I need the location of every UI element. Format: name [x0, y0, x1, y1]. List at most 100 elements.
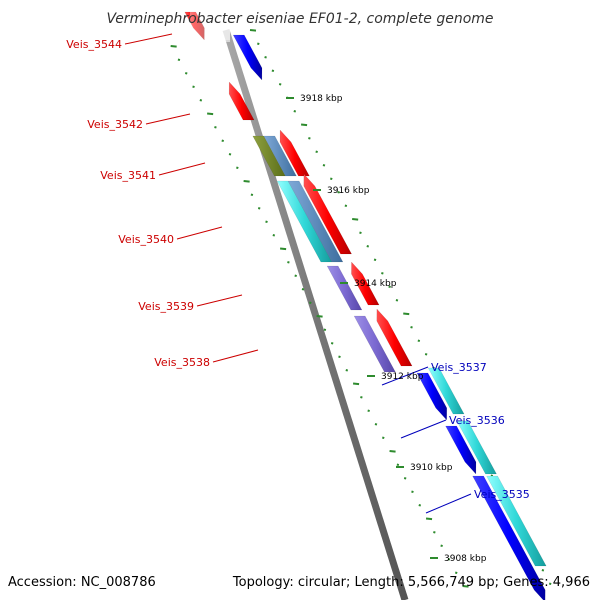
- leader-line: [176, 226, 223, 240]
- tick-mark: [308, 137, 311, 140]
- gene-arrow[interactable]: [445, 425, 477, 475]
- gene-arrow[interactable]: [232, 34, 263, 81]
- tick-mark: [243, 180, 250, 183]
- tick-mark: [381, 272, 384, 275]
- tick-mark: [548, 582, 552, 586]
- gene-arrow[interactable]: [376, 308, 413, 367]
- tick-mark: [315, 150, 318, 154]
- tick-mark: [170, 45, 177, 48]
- tick-mark: [214, 126, 217, 129]
- tick-mark: [396, 463, 400, 467]
- tick-mark: [388, 285, 391, 289]
- tick-mark: [345, 369, 349, 372]
- tick-mark: [199, 99, 203, 102]
- tick-mark: [425, 517, 433, 521]
- tick-mark: [300, 123, 308, 127]
- tick-label: 3916 kbp: [327, 186, 370, 196]
- tick-mark: [330, 342, 334, 345]
- tick-mark: [447, 558, 451, 561]
- tick-mark: [301, 288, 305, 291]
- genome-summary-text: Topology: circular; Length: 5,566,749 bp…: [232, 575, 590, 590]
- tick-mark: [541, 569, 545, 572]
- leader-line: [212, 349, 259, 363]
- tick-mark: [403, 312, 410, 316]
- tick-mark: [373, 258, 377, 262]
- gene-arrow[interactable]: [351, 261, 380, 306]
- tick-mark: [184, 72, 188, 75]
- inner-tick-marks: [170, 45, 469, 588]
- tick-mark: [250, 193, 254, 197]
- genome-backbone: [222, 28, 409, 600]
- leader-line: [196, 294, 243, 307]
- gene-label-veis-3535[interactable]: Veis_3535: [474, 488, 530, 501]
- tick-mark: [352, 218, 359, 221]
- tick-mark: [280, 247, 287, 251]
- tick-mark: [293, 110, 297, 113]
- leader-line: [425, 493, 472, 514]
- gene-label-veis-3544[interactable]: Veis_3544: [66, 38, 122, 51]
- gene-arrow[interactable]: [184, 11, 205, 41]
- gene-fade: [190, 10, 230, 40]
- tick-mark: [271, 69, 275, 73]
- gene-arrow[interactable]: [326, 265, 363, 311]
- tick-mark: [278, 83, 282, 86]
- tick-mark: [454, 571, 458, 575]
- tick-mark: [374, 423, 378, 426]
- tick-mark: [323, 328, 327, 332]
- tick-mark: [249, 29, 257, 32]
- tick-mark: [389, 450, 396, 453]
- gene-label-veis-3539[interactable]: Veis_3539: [138, 300, 194, 313]
- tick-label: 3910 kbp: [410, 463, 453, 473]
- tick-mark: [309, 301, 312, 305]
- tick-mark: [418, 504, 422, 507]
- tick-mark: [359, 231, 362, 235]
- gene-arrow[interactable]: [472, 475, 546, 600]
- tick-mark: [207, 112, 214, 116]
- tick-mark: [366, 245, 370, 248]
- leader-line: [145, 113, 191, 125]
- tick-label: 3912 kbp: [381, 372, 424, 382]
- gene-arrow[interactable]: [427, 367, 465, 415]
- gene-label-veis-3537[interactable]: Veis_3537: [431, 361, 487, 374]
- gene-label-veis-3542[interactable]: Veis_3542: [87, 118, 143, 131]
- gene-label-veis-3541[interactable]: Veis_3541: [100, 169, 156, 182]
- tick-mark: [433, 531, 436, 534]
- tick-mark: [411, 490, 414, 494]
- gene-arrow[interactable]: [456, 420, 497, 475]
- tick-mark: [264, 56, 267, 59]
- gene-arrow[interactable]: [263, 135, 297, 177]
- gene-arrow[interactable]: [287, 180, 344, 263]
- gene-features: [184, 10, 547, 600]
- page-title: Verminephrobacter eiseniae EF01-2, compl…: [106, 11, 493, 27]
- gene-label-veis-3540[interactable]: Veis_3540: [118, 233, 174, 246]
- tick-mark: [294, 274, 297, 278]
- tick-mark: [228, 153, 232, 156]
- leader-line: [158, 162, 206, 176]
- gene-arrow[interactable]: [303, 173, 353, 255]
- tick-label: 3908 kbp: [444, 554, 487, 564]
- accession-text: Accession: NC_008786: [8, 575, 156, 590]
- tick-mark: [440, 544, 443, 548]
- tick-mark: [329, 177, 333, 181]
- tick-mark: [236, 166, 239, 170]
- label-leader-lines: [124, 33, 472, 514]
- gene-label-veis-3538[interactable]: Veis_3538: [154, 356, 210, 369]
- tick-mark: [360, 396, 363, 399]
- tick-label: 3914 kbp: [354, 279, 397, 289]
- gene-labels: Veis_3544 Veis_3542 Veis_3541 Veis_3540 Veis…: [66, 38, 529, 501]
- tick-mark: [257, 42, 260, 46]
- tick-labels: 3918 kbp 3916 kbp 3914 kbp 3912 kbp 3910 kbp…: [286, 94, 487, 564]
- tick-mark: [352, 382, 360, 386]
- tick-mark: [403, 477, 407, 480]
- gene-arrow[interactable]: [353, 315, 396, 373]
- gene-arrow[interactable]: [486, 475, 547, 567]
- tick-mark: [221, 139, 225, 143]
- gene-label-veis-3536[interactable]: Veis_3536: [449, 414, 505, 427]
- tick-mark: [395, 299, 399, 302]
- gene-arrow[interactable]: [228, 81, 255, 121]
- tick-mark: [337, 191, 340, 194]
- gene-arrow[interactable]: [416, 372, 448, 421]
- tick-mark: [272, 234, 276, 237]
- tick-mark: [265, 220, 268, 224]
